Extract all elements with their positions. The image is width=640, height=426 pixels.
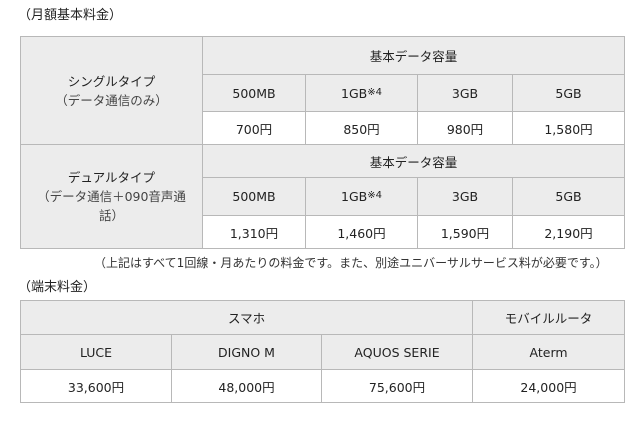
device-price-cell: 33,600円 [20, 369, 172, 403]
monthly-fee-note: （上記はすべて1回線・月あたりの料金です。また、別途ユニバーサルサービス料が必要… [94, 256, 608, 270]
capacity-cell: 3GB [417, 177, 513, 216]
capacity-header: 基本データ容量 [201, 36, 626, 75]
plan-dual-label: デュアルタイプ （データ通信＋090音声通話） [20, 144, 203, 249]
device-price-cell: 24,000円 [472, 369, 626, 403]
price-cell: 1,580円 [511, 111, 626, 145]
capacity-cell: 1GB※4 [305, 74, 418, 112]
model-cell: AQUOS SERIE [320, 334, 474, 370]
model-cell: DIGNO M [171, 334, 322, 370]
monthly-fee-table: シングルタイプ （データ通信のみ） 基本データ容量 500MB 1GB※4 3G… [20, 36, 626, 249]
price-cell: 1,460円 [305, 215, 418, 249]
capacity-cell: 5GB [511, 177, 626, 216]
price-cell: 850円 [305, 111, 418, 145]
footnote-mark: ※4 [367, 86, 382, 98]
device-fee-heading: （端末料金） [18, 280, 97, 295]
model-cell: Aterm [472, 334, 626, 370]
monthly-fee-heading: （月額基本料金） [18, 8, 123, 23]
price-cell: 700円 [202, 111, 306, 145]
price-cell: 2,190円 [511, 215, 626, 249]
device-fee-table: スマホ モバイルルータ LUCE DIGNO M AQUOS SERIE Ate… [19, 300, 626, 403]
capacity-cell: 5GB [511, 74, 626, 112]
price-cell: 1,590円 [417, 215, 513, 249]
device-price-cell: 75,600円 [320, 369, 474, 403]
plan-sub: （データ通信＋090音声通話） [37, 189, 186, 223]
capacity-cell: 3GB [417, 74, 513, 112]
plan-name: シングルタイプ [67, 73, 156, 89]
capacity-cell: 500MB [202, 74, 306, 112]
plan-name: デュアルタイプ [67, 170, 156, 185]
plan-sub: （データ通信のみ） [55, 92, 168, 108]
group-router: モバイルルータ [472, 300, 626, 335]
plan-single-label: シングルタイプ （データ通信のみ） [20, 36, 203, 145]
group-smartphone: スマホ [19, 300, 474, 335]
capacity-cell: 1GB※4 [305, 177, 418, 216]
price-cell: 1,310円 [202, 215, 306, 249]
price-cell: 980円 [417, 111, 513, 145]
capacity-cell: 500MB [202, 177, 306, 216]
footnote-mark: ※4 [367, 190, 382, 201]
model-cell: LUCE [20, 334, 172, 370]
device-price-cell: 48,000円 [171, 369, 322, 403]
capacity-header: 基本データ容量 [201, 144, 626, 178]
